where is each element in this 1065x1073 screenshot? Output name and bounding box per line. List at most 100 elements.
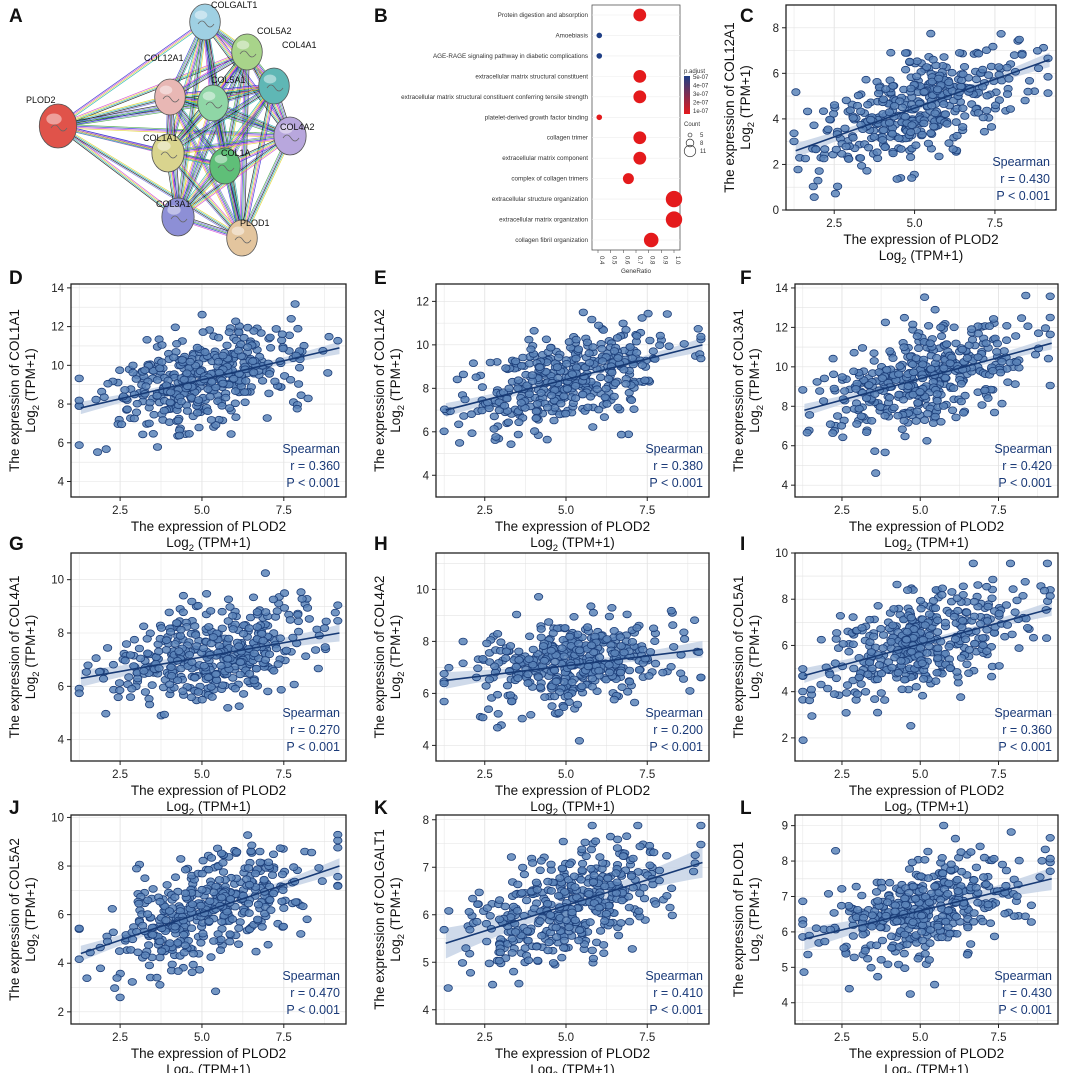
network-node-label: COL5A1 xyxy=(211,75,246,85)
scatter-point xyxy=(933,85,943,94)
scatter-point xyxy=(936,417,946,426)
x-axis-unit-log: Log xyxy=(884,535,907,550)
scatter-point xyxy=(983,71,994,79)
y-tick-label: 10 xyxy=(416,340,429,352)
scatter-point xyxy=(578,308,588,317)
scatter-point xyxy=(907,174,917,182)
scatter-point xyxy=(510,928,521,936)
scatter-point xyxy=(190,673,200,682)
network-node-structure-icon xyxy=(50,124,68,132)
scatter-point xyxy=(861,428,872,437)
scatter-point xyxy=(861,394,872,403)
y-tick-label: 4 xyxy=(773,114,780,126)
x-axis-title-unit: Log2 (TPM+1) xyxy=(166,1062,250,1073)
correlation-r: r = 0.360 xyxy=(1002,723,1052,737)
scatter-point xyxy=(872,708,883,717)
scatter-point xyxy=(458,659,468,668)
scatter-point xyxy=(562,385,572,393)
scatter-point xyxy=(944,139,954,147)
scatter-point xyxy=(962,608,972,617)
scatter-point xyxy=(485,911,495,920)
scatter-point xyxy=(216,661,226,670)
scatter-point xyxy=(193,601,203,610)
scatter-point xyxy=(880,318,891,327)
scatter-point xyxy=(572,700,583,709)
scatter-point xyxy=(1014,35,1024,44)
scatter-point xyxy=(521,896,532,905)
scatter-point xyxy=(929,980,940,989)
network-node-circle xyxy=(189,3,221,41)
scatter-point xyxy=(206,639,216,648)
scatter-point xyxy=(264,650,275,659)
scatter-point xyxy=(218,868,229,876)
y-axis-title: The expression of COL1A1 xyxy=(7,309,22,472)
x-axis-title-unit: Log2 (TPM+1) xyxy=(884,535,968,554)
scatter-point xyxy=(899,313,910,322)
scatter-point xyxy=(226,430,236,438)
dotplot-point xyxy=(633,69,647,83)
network-edge xyxy=(56,127,242,240)
scatter-point xyxy=(693,324,703,333)
scatter-point xyxy=(644,841,655,850)
scatter-point xyxy=(540,693,550,701)
scatter-point xyxy=(848,640,858,649)
y-axis-unit-rest: (TPM+1) xyxy=(388,877,403,934)
scatter-point xyxy=(180,941,190,950)
scatter-point xyxy=(152,443,163,451)
network-edge xyxy=(223,51,247,166)
correlation-r: r = 0.430 xyxy=(1000,172,1050,186)
scatter-point xyxy=(230,399,240,408)
scatter-point xyxy=(133,948,143,957)
scatter-point xyxy=(896,657,906,665)
network-node-circle xyxy=(151,133,185,173)
scatter-point xyxy=(984,322,995,330)
scatter-point xyxy=(825,115,835,124)
scatter-point xyxy=(613,931,624,940)
scatter-point xyxy=(234,702,244,710)
scatter-point xyxy=(138,430,148,439)
x-axis-title: The expression of PLOD2 xyxy=(849,783,1004,798)
scatter-point xyxy=(225,404,235,412)
scatter-point xyxy=(936,323,946,332)
scatter-point xyxy=(535,363,545,372)
scatter-point xyxy=(958,123,968,131)
scatter-points xyxy=(789,29,1053,201)
scatter-point xyxy=(286,314,296,323)
scatter-point xyxy=(554,708,564,717)
y-tick-label: 7 xyxy=(423,862,429,874)
scatter-point xyxy=(803,950,813,959)
scatter-point xyxy=(798,920,808,928)
scatter-point xyxy=(1033,329,1044,338)
scatter-point xyxy=(523,956,534,965)
scatter-point xyxy=(304,615,314,623)
x-tick-label: 7.5 xyxy=(639,769,655,781)
scatter-point xyxy=(103,379,113,388)
network-edge xyxy=(244,86,277,239)
scatter-point xyxy=(108,660,119,669)
legend-padj-tick: 4e-07 xyxy=(693,84,709,90)
scatter-point xyxy=(1026,918,1036,926)
scatter-point xyxy=(845,106,855,114)
scatter-point xyxy=(897,425,907,434)
x-axis-title: The expression of PLOD2 xyxy=(495,783,650,798)
scatter-point xyxy=(1035,873,1045,881)
scatter-point xyxy=(206,854,217,862)
dotplot-term-label: extracellular matrix component xyxy=(502,155,588,162)
scatter-point xyxy=(869,349,879,358)
scatter-point xyxy=(951,413,961,422)
x-axis-unit-rest: (TPM+1) xyxy=(907,248,964,263)
scatter-point xyxy=(912,332,922,341)
scatter-point xyxy=(252,608,262,616)
scatter-point xyxy=(165,398,175,407)
scatter-point xyxy=(856,680,866,688)
scatter-point xyxy=(454,439,465,447)
network-edge xyxy=(169,87,276,156)
scatter-point xyxy=(925,339,935,348)
scatter-point xyxy=(842,681,853,689)
scatter-point xyxy=(193,396,204,404)
x-axis-unit-rest: (TPM+1) xyxy=(194,799,251,814)
scatter-point xyxy=(489,412,499,421)
scatter-point xyxy=(317,877,327,885)
scatter-point xyxy=(324,332,334,341)
